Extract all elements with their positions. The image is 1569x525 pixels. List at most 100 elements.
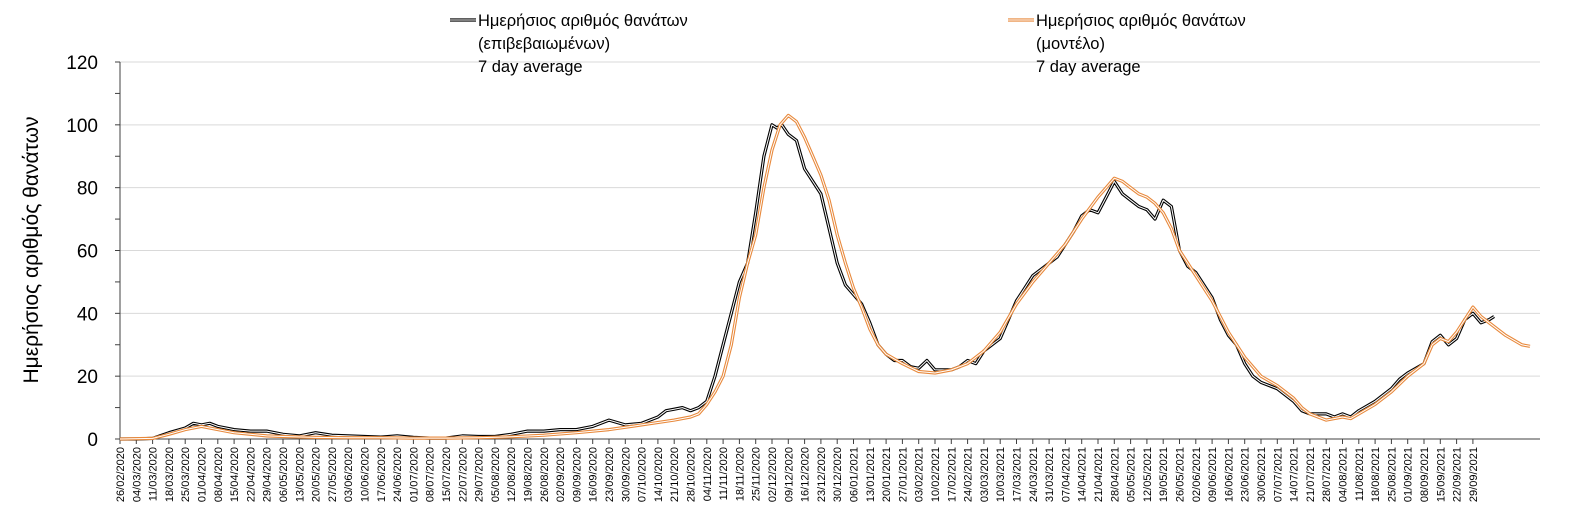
legend-label-0-2: 7 day average <box>478 58 583 76</box>
x-tick-label: 09/09/2020 <box>571 447 583 502</box>
legend-label-1-1: (μοντέλο) <box>1036 35 1105 53</box>
x-tick-label: 08/04/2020 <box>213 447 225 502</box>
x-tick-label: 09/06/2021 <box>1207 447 1219 502</box>
x-tick-label: 01/07/2020 <box>408 447 420 502</box>
x-tick-label: 22/07/2020 <box>457 447 469 502</box>
x-tick-label: 29/09/2021 <box>1468 447 1480 502</box>
x-tick-label: 12/08/2020 <box>506 447 518 502</box>
x-tick-label: 29/07/2020 <box>474 447 486 502</box>
x-tick-label: 13/05/2020 <box>294 447 306 502</box>
y-tick-label-60: 60 <box>77 242 98 263</box>
x-tick-label: 06/05/2020 <box>278 447 290 502</box>
x-tick-label: 28/04/2021 <box>1109 447 1121 502</box>
x-tick-labels: 26/02/2020 04/03/2020 11/03/2020 18/03/2020… <box>115 447 1480 502</box>
x-tick-label: 29/04/2020 <box>262 447 274 502</box>
x-tick-label: 07/07/2021 <box>1272 447 1284 502</box>
x-tick-label: 04/08/2021 <box>1338 447 1350 502</box>
legend-label-0-1: (επιβεβαιωμένων) <box>478 35 610 53</box>
x-tick-label: 15/04/2020 <box>229 447 241 502</box>
x-tick-label: 03/02/2021 <box>914 447 926 502</box>
series-lines <box>119 113 1531 441</box>
x-tick-label: 08/07/2020 <box>425 447 437 502</box>
x-tick-label: 25/03/2020 <box>180 447 192 502</box>
x-tick-label: 23/12/2020 <box>816 447 828 502</box>
x-tick-label: 28/10/2020 <box>686 447 698 502</box>
x-tick-label: 02/09/2020 <box>555 447 567 502</box>
x-tick-label: 24/03/2021 <box>1028 447 1040 502</box>
x-tick-label: 24/06/2020 <box>392 447 404 502</box>
x-tick-label: 21/10/2020 <box>669 447 681 502</box>
x-tick-label: 21/04/2021 <box>1093 447 1105 502</box>
x-tick-label: 19/05/2021 <box>1158 447 1170 502</box>
x-tick-label: 22/09/2021 <box>1452 447 1464 502</box>
x-tick-label: 27/01/2021 <box>897 447 909 502</box>
x-tick-label: 11/11/2020 <box>718 447 730 500</box>
x-tick-label: 23/09/2020 <box>604 447 616 502</box>
x-tick-label: 30/12/2020 <box>832 447 844 502</box>
x-tick-label: 23/06/2021 <box>1240 447 1252 502</box>
legend: Ημερήσιος αριθμός θανάτων (επιβεβαιωμένων… <box>450 12 1246 76</box>
y-tick-labels: 0 20 40 60 80 100 120 <box>66 53 98 451</box>
x-tick-label: 30/06/2021 <box>1256 447 1268 502</box>
x-tick-label: 20/01/2021 <box>881 447 893 502</box>
x-tick-label: 11/03/2020 <box>148 447 160 501</box>
x-tick-label: 17/03/2021 <box>1012 447 1024 502</box>
x-tick-label: 01/09/2021 <box>1403 447 1415 502</box>
x-tick-label: 05/05/2021 <box>1126 447 1138 502</box>
x-tick-label: 02/12/2020 <box>767 447 779 502</box>
x-tick-label: 09/12/2020 <box>783 447 795 502</box>
x-tick-label: 18/11/2020 <box>734 447 746 501</box>
x-tick-label: 03/03/2021 <box>979 447 991 502</box>
y-tick-label-20: 20 <box>77 367 98 388</box>
x-tick-label: 19/08/2020 <box>523 447 535 502</box>
y-tick-label-0: 0 <box>87 430 98 451</box>
x-tick-label: 14/10/2020 <box>653 447 665 502</box>
x-tick-label: 24/02/2021 <box>963 447 975 502</box>
x-tick-label: 26/02/2020 <box>115 447 127 502</box>
grid-lines <box>120 61 1540 377</box>
y-tick-label-100: 100 <box>66 116 98 137</box>
series-line-model-core <box>119 114 1531 440</box>
x-tick-label: 14/04/2021 <box>1077 447 1089 502</box>
x-tick-label: 25/08/2021 <box>1386 447 1398 502</box>
x-tick-label: 17/02/2021 <box>946 447 958 502</box>
x-tick-label: 14/07/2021 <box>1289 447 1301 502</box>
x-tick-label: 04/03/2020 <box>131 447 143 502</box>
x-tick-label: 16/09/2020 <box>588 447 600 502</box>
x-tick-label: 15/09/2021 <box>1435 447 1447 502</box>
legend-label-0-0: Ημερήσιος αριθμός θανάτων <box>478 12 688 30</box>
x-tick-label: 17/06/2020 <box>376 447 388 502</box>
x-tick-label: 18/03/2020 <box>164 447 176 502</box>
x-tick-label: 01/04/2020 <box>197 447 209 502</box>
x-tick-label: 16/06/2021 <box>1223 447 1235 502</box>
x-tick-label: 10/02/2021 <box>930 447 942 502</box>
x-tick-label: 22/04/2020 <box>245 447 257 502</box>
x-tick-label: 05/08/2020 <box>490 447 502 502</box>
x-tick-label: 20/05/2020 <box>311 447 323 502</box>
axes <box>115 61 1540 444</box>
x-tick-label: 12/05/2021 <box>1142 447 1154 502</box>
x-tick-label: 16/12/2020 <box>800 447 812 502</box>
x-tick-label: 27/05/2020 <box>327 447 339 502</box>
x-tick-label: 04/11/2020 <box>702 447 714 501</box>
x-tick-label: 10/03/2021 <box>995 447 1007 502</box>
x-tick-label: 08/09/2021 <box>1419 447 1431 502</box>
x-tick-label: 10/06/2020 <box>360 447 372 502</box>
x-tick-label: 26/05/2021 <box>1175 447 1187 502</box>
legend-label-1-0: Ημερήσιος αριθμός θανάτων <box>1036 12 1246 30</box>
x-tick-label: 15/07/2020 <box>441 447 453 502</box>
x-tick-label: 13/01/2021 <box>865 447 877 502</box>
y-tick-label-80: 80 <box>77 179 98 200</box>
x-tick-label: 02/06/2021 <box>1191 447 1203 502</box>
x-tick-label: 21/07/2021 <box>1305 447 1317 502</box>
x-tick-label: 31/03/2021 <box>1044 447 1056 502</box>
x-tick-label: 18/08/2021 <box>1370 447 1382 502</box>
y-tick-label-40: 40 <box>77 304 98 325</box>
x-tick-label: 07/10/2020 <box>637 447 649 502</box>
series-line-model <box>119 113 1531 441</box>
legend-label-1-2: 7 day average <box>1036 58 1141 76</box>
y-tick-label-120: 120 <box>66 53 98 74</box>
x-tick-label: 07/04/2021 <box>1060 447 1072 502</box>
x-tick-label: 03/06/2020 <box>343 447 355 502</box>
